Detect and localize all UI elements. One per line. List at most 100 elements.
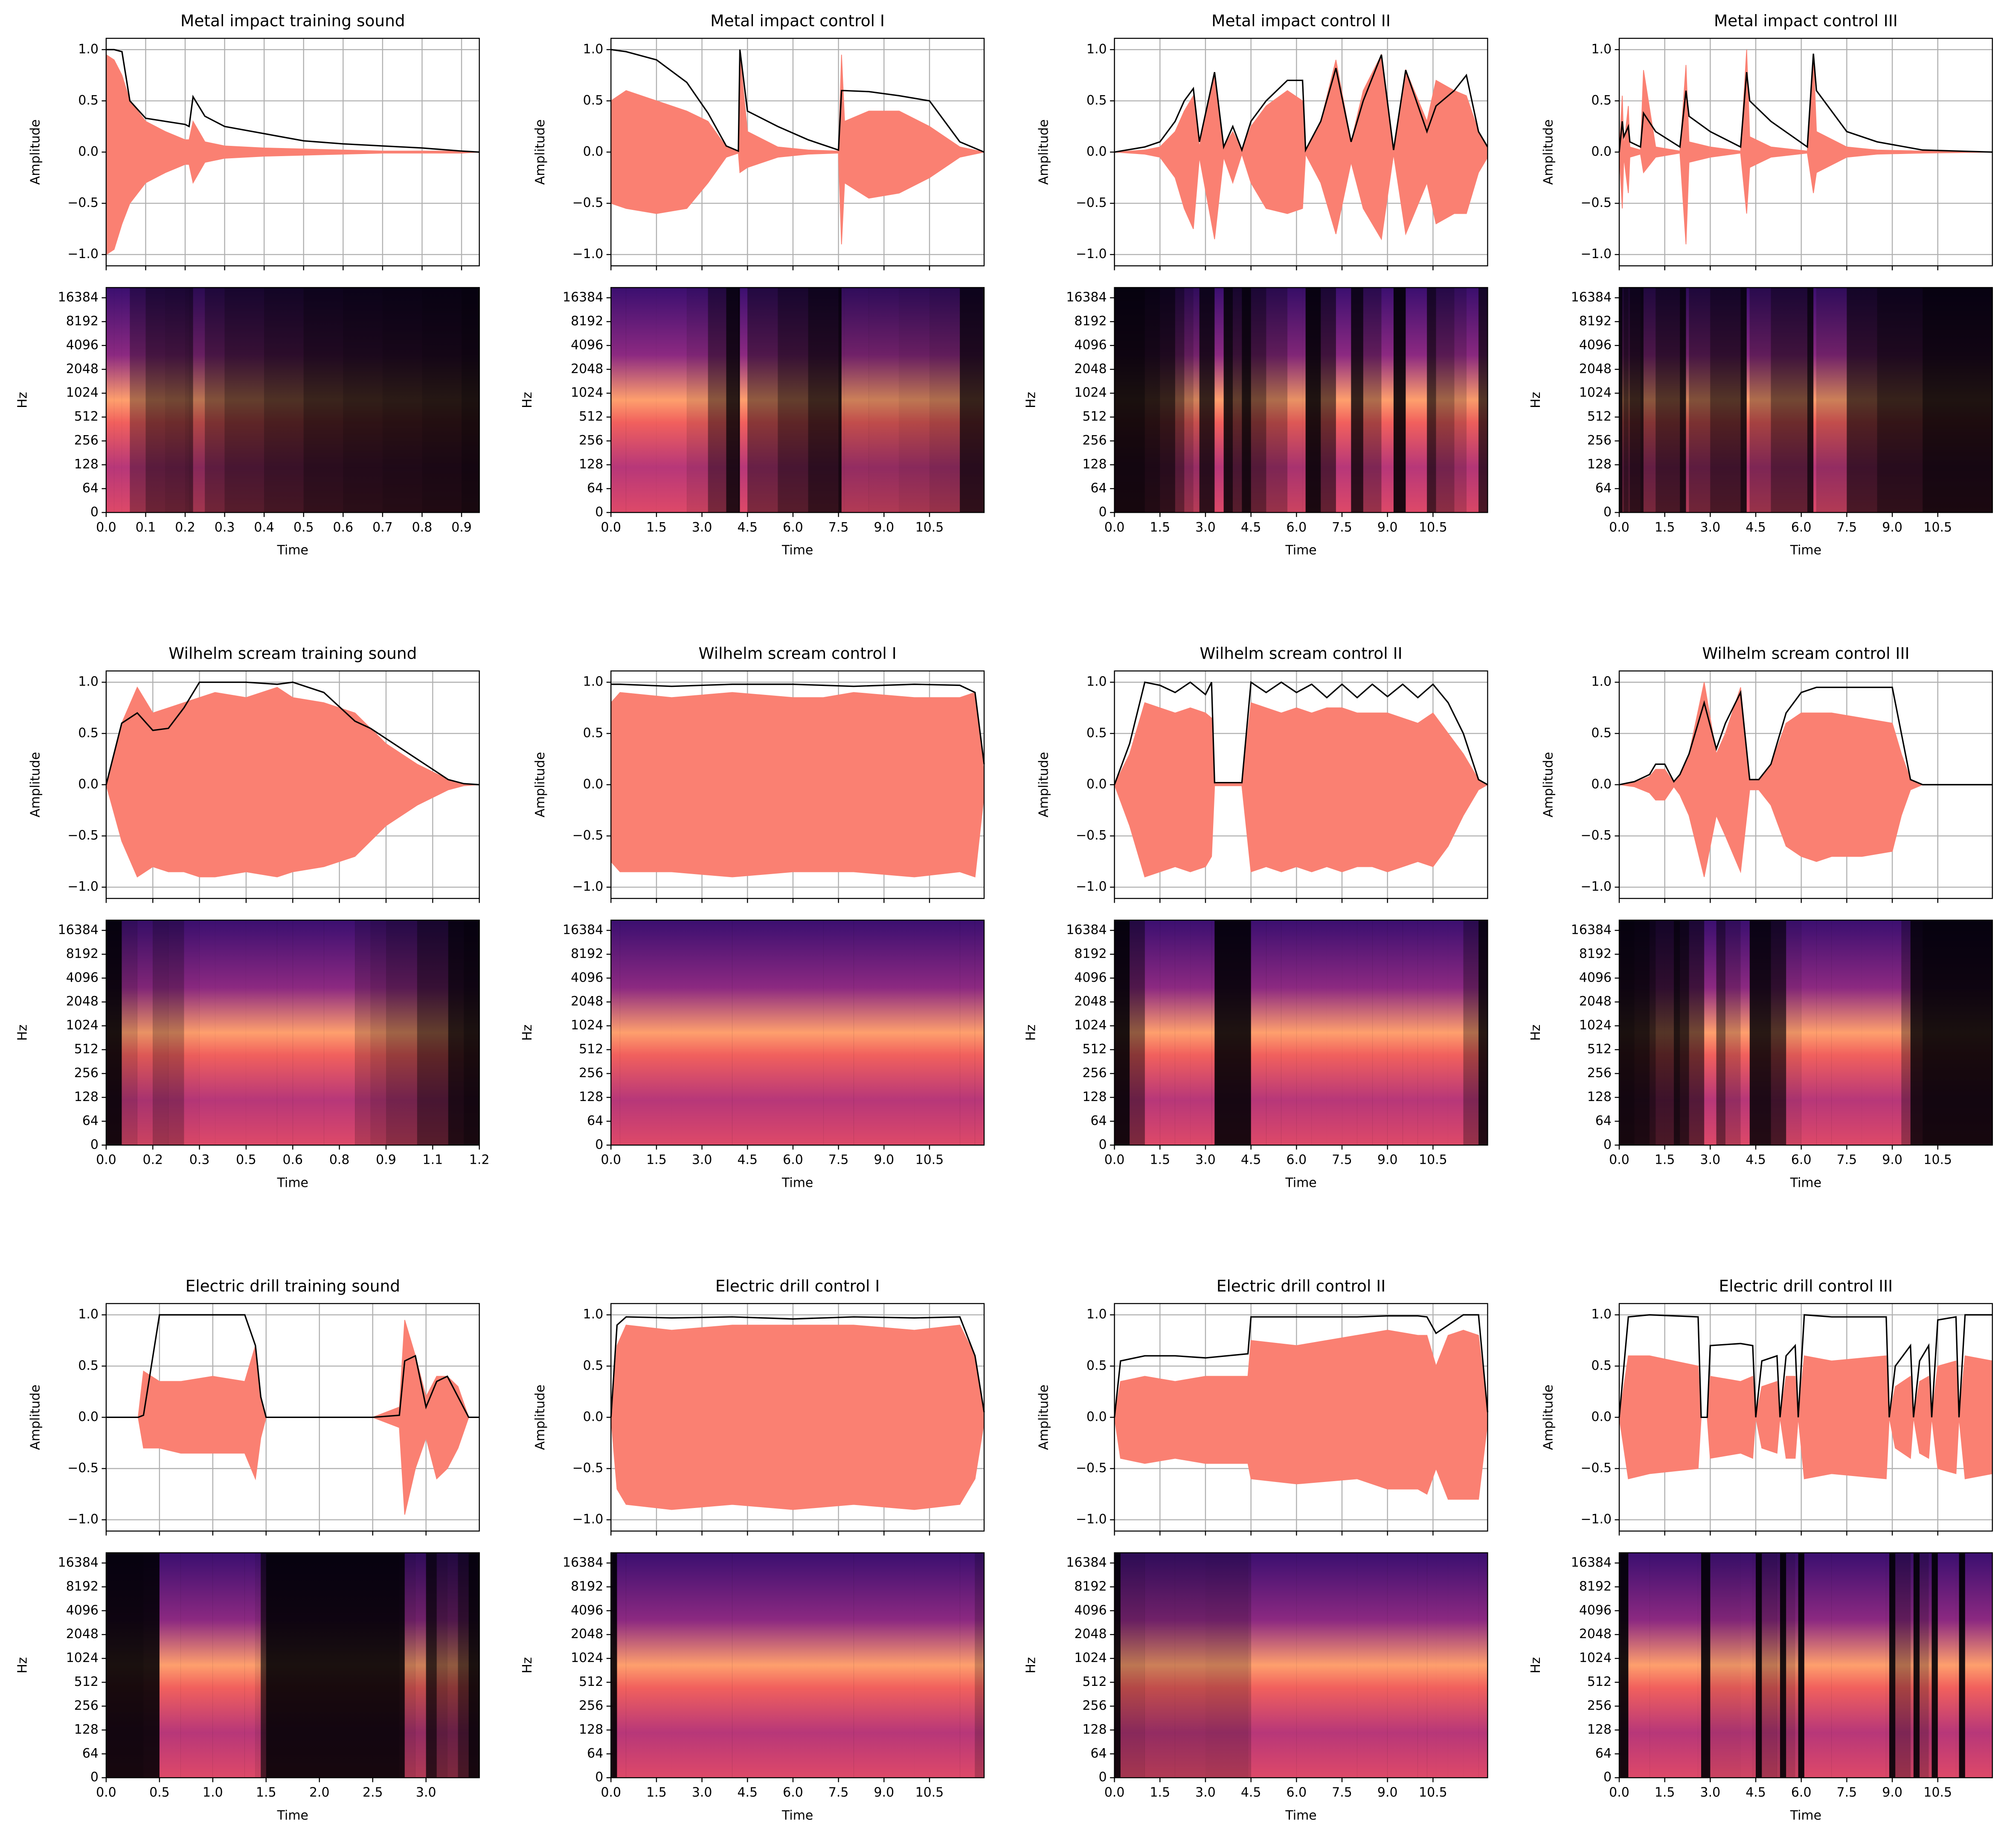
x-tick-label: 4.5: [1746, 520, 1766, 535]
y-tick-label: 4096: [66, 1603, 99, 1618]
y-tick-label: 0.0: [1086, 1409, 1107, 1424]
envelope-line: [1114, 54, 1488, 153]
y-tick-label: 2048: [1579, 994, 1612, 1009]
spectrogram-column: [1175, 288, 1185, 513]
y-tick-label: 0.0: [1086, 777, 1107, 792]
y-tick-label: 2048: [571, 994, 603, 1009]
x-tick-label: 10.5: [915, 1153, 944, 1168]
spectrogram-column: [1302, 288, 1306, 513]
spectrogram-column: [1740, 920, 1750, 1145]
y-tick-label: 2048: [1579, 1627, 1612, 1642]
spectrogram-column: [1798, 1552, 1804, 1778]
spectrogram-column: [293, 920, 324, 1145]
spectrogram-column: [1619, 288, 1623, 513]
y-tick-label: 128: [1587, 1722, 1612, 1737]
spectrogram-column: [1689, 288, 1711, 513]
y-axis-label: Hz: [15, 392, 30, 408]
y-axis-label: Hz: [520, 1025, 535, 1041]
y-tick-label: 0: [1099, 1770, 1107, 1785]
spectrogram-column: [1759, 920, 1771, 1145]
x-tick-label: 1.5: [646, 1785, 667, 1800]
y-tick-label: 1024: [571, 1650, 603, 1665]
y-tick-label: 2048: [1074, 994, 1107, 1009]
y-tick-label: 4096: [66, 970, 99, 985]
spectrogram-column: [1640, 288, 1644, 513]
y-tick-label: 8192: [1074, 1579, 1107, 1594]
x-tick-label: 10.5: [1923, 1153, 1952, 1168]
y-tick-label: 8192: [571, 946, 603, 961]
y-axis-label: Amplitude: [28, 752, 43, 817]
spectrogram-column: [1650, 1552, 1698, 1778]
spectrogram-column: [1357, 920, 1373, 1145]
waveform: [1619, 682, 1992, 877]
y-tick-label: −0.5: [67, 195, 99, 210]
y-tick-label: 256: [74, 1698, 99, 1713]
spectrogram-column: [854, 920, 915, 1145]
y-tick-label: −1.0: [67, 879, 99, 894]
spectrogram-column: [215, 920, 246, 1145]
spectrogram-column: [1628, 288, 1630, 513]
x-tick-label: 1.5: [1150, 1785, 1170, 1800]
x-tick-label: 3.0: [692, 1785, 712, 1800]
y-tick-label: −0.5: [67, 828, 99, 843]
panel-title: Electric drill training sound: [186, 1276, 400, 1295]
y-tick-label: 0: [90, 1770, 99, 1785]
y-tick-label: 128: [1587, 457, 1612, 472]
x-tick-label: 1.5: [1655, 1785, 1675, 1800]
y-tick-label: 0.5: [1086, 1358, 1107, 1373]
x-tick-label: 2.5: [363, 1785, 383, 1800]
spectrogram-column: [1895, 1552, 1911, 1778]
x-axis-label: Time: [781, 1176, 813, 1191]
spectrogram-column: [404, 1552, 415, 1778]
y-tick-label: 512: [1587, 1042, 1612, 1057]
y-tick-label: 1.0: [1086, 674, 1107, 689]
spectrogram-column: [1740, 1552, 1753, 1778]
y-tick-label: 8192: [1579, 946, 1612, 961]
spectrogram-column: [1752, 1552, 1756, 1778]
spectrogram-column: [1205, 920, 1212, 1145]
y-tick-label: −1.0: [1580, 1512, 1612, 1527]
spectrogram-column: [1296, 1552, 1357, 1778]
spectrogram-column: [1427, 1552, 1436, 1778]
x-tick-label: 9.0: [874, 1785, 895, 1800]
y-tick-label: 0: [595, 505, 603, 520]
panel-title: Electric drill control II: [1217, 1276, 1386, 1295]
spectrogram-column: [122, 288, 130, 513]
spectrogram-column: [159, 1552, 181, 1778]
y-tick-label: 64: [1595, 481, 1612, 496]
spectrogram-column: [611, 288, 626, 513]
spectrogram-column: [1436, 288, 1455, 513]
spectrogram-column: [740, 288, 748, 513]
y-tick-label: 8192: [1579, 1579, 1612, 1594]
spectrogram-column: [1199, 288, 1215, 513]
spectrogram-column: [303, 288, 343, 513]
y-tick-label: 1.0: [583, 674, 604, 689]
spectrogram-column: [1478, 920, 1488, 1145]
x-tick-label: 3.0: [1195, 520, 1216, 535]
y-tick-label: 1024: [571, 1018, 603, 1033]
spectrogram-column: [732, 1552, 793, 1778]
x-tick-label: 1.5: [1655, 520, 1675, 535]
spectrogram-column: [1920, 1552, 1929, 1778]
spectrogram-column: [671, 920, 732, 1145]
spectrogram-column: [1686, 288, 1689, 513]
spectrogram-column: [324, 920, 355, 1145]
x-axis-label: Time: [1790, 1808, 1821, 1823]
y-tick-label: 8192: [66, 946, 99, 961]
y-tick-label: 16384: [1571, 1555, 1612, 1570]
x-tick-label: 6.0: [1791, 1785, 1812, 1800]
y-tick-label: 64: [1091, 1113, 1107, 1128]
spectrogram-column: [1749, 288, 1771, 513]
spectrogram-column: [1130, 920, 1145, 1145]
y-tick-label: 256: [1587, 1698, 1612, 1713]
spectrogram-column: [1923, 920, 1992, 1145]
y-tick-label: 8192: [1579, 314, 1612, 328]
spectrogram-column: [464, 920, 479, 1145]
y-tick-label: −0.5: [1076, 1461, 1107, 1476]
spectrogram-column: [844, 288, 869, 513]
y-tick-label: 512: [1587, 1674, 1612, 1689]
spectrogram-column: [143, 1552, 160, 1778]
y-tick-label: 0.0: [583, 1409, 604, 1424]
spectrogram-column: [370, 920, 386, 1145]
spectrogram-column: [1655, 288, 1680, 513]
